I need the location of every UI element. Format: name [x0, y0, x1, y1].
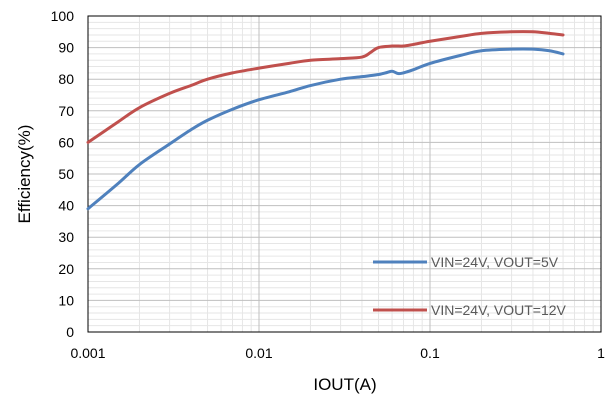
legend: VIN=24V, VOUT=5V VIN=24V, VOUT=12V: [373, 254, 567, 318]
x-tick-label: 1: [597, 345, 605, 361]
major-gridlines: [87, 15, 602, 333]
y-tick-label: 60: [58, 134, 74, 150]
legend-label-1: VIN=24V, VOUT=5V: [431, 254, 559, 270]
y-tick-label: 40: [58, 198, 74, 214]
y-tick-label: 90: [58, 40, 74, 56]
y-axis-title: Efficiency(%): [15, 125, 34, 224]
y-tick-label: 50: [58, 166, 74, 182]
x-tick-label: 0.001: [70, 345, 105, 361]
series-line-1: [86, 47, 565, 211]
y-tick-label: 10: [58, 292, 74, 308]
series-lines: [86, 30, 565, 211]
series-line-2: [86, 30, 565, 144]
x-tick-label: 0.01: [245, 345, 272, 361]
plot-area-border: [87, 15, 602, 333]
x-tick-label: 0.1: [420, 345, 440, 361]
y-tick-label: 70: [58, 103, 74, 119]
x-axis-title: IOUT(A): [313, 375, 376, 394]
y-tick-label: 30: [58, 229, 74, 245]
y-tick-labels: 0 10 20 30 40 50 60 70 80 90 100: [51, 8, 75, 340]
x-tick-labels: 0.001 0.01 0.1 1: [70, 345, 605, 361]
y-tick-label: 0: [66, 324, 74, 340]
y-tick-label: 80: [58, 71, 74, 87]
legend-label-2: VIN=24V, VOUT=12V: [431, 302, 567, 318]
y-tick-label: 100: [51, 8, 75, 24]
y-tick-label: 20: [58, 261, 74, 277]
